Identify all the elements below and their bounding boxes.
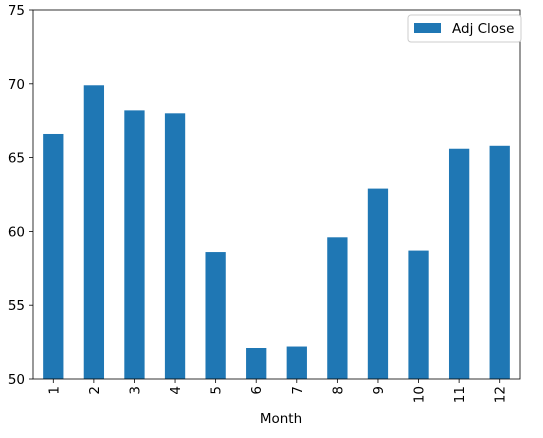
bar-month-7 bbox=[286, 346, 307, 379]
y-tick-label: 60 bbox=[8, 224, 25, 240]
x-tick-label: 4 bbox=[168, 386, 184, 395]
x-tick-label: 1 bbox=[46, 386, 62, 395]
y-tick-label: 70 bbox=[8, 77, 25, 93]
legend-swatch-adj-close bbox=[414, 23, 441, 33]
x-tick-label: 8 bbox=[330, 386, 346, 395]
legend-box bbox=[407, 14, 522, 43]
x-axis-label: Month bbox=[260, 411, 302, 427]
bar-month-4 bbox=[164, 113, 186, 379]
bar-month-12 bbox=[489, 145, 510, 379]
y-tick-label: 50 bbox=[8, 372, 25, 388]
x-tick-label: 11 bbox=[452, 386, 468, 403]
legend-label-adj-close: Adj Close bbox=[452, 21, 514, 37]
bars-layer bbox=[43, 85, 510, 380]
y-tick-label: 55 bbox=[8, 298, 25, 314]
x-tick-label: 3 bbox=[127, 386, 143, 395]
bar-month-1 bbox=[43, 133, 64, 379]
x-tick-label: 10 bbox=[412, 386, 428, 403]
y-tick-label: 75 bbox=[8, 3, 25, 19]
bar-month-6 bbox=[246, 348, 267, 379]
bar-month-9 bbox=[367, 188, 389, 379]
x-tick-label: 2 bbox=[87, 386, 103, 395]
x-tick-label: 5 bbox=[209, 386, 225, 395]
bar-month-2 bbox=[83, 85, 105, 379]
bar-month-10 bbox=[408, 250, 429, 379]
bar-month-5 bbox=[205, 252, 226, 379]
x-tick-label: 9 bbox=[371, 386, 387, 395]
x-tick-label: 7 bbox=[290, 386, 306, 395]
y-tick-label: 65 bbox=[8, 151, 25, 167]
x-tick-label: 12 bbox=[493, 386, 509, 403]
legend: Adj Close bbox=[407, 14, 522, 43]
plot-frame bbox=[32, 9, 521, 380]
bar-month-8 bbox=[327, 237, 348, 379]
x-tick-label: 6 bbox=[249, 386, 265, 395]
bar-month-3 bbox=[124, 110, 145, 380]
bar-month-11 bbox=[448, 148, 470, 379]
